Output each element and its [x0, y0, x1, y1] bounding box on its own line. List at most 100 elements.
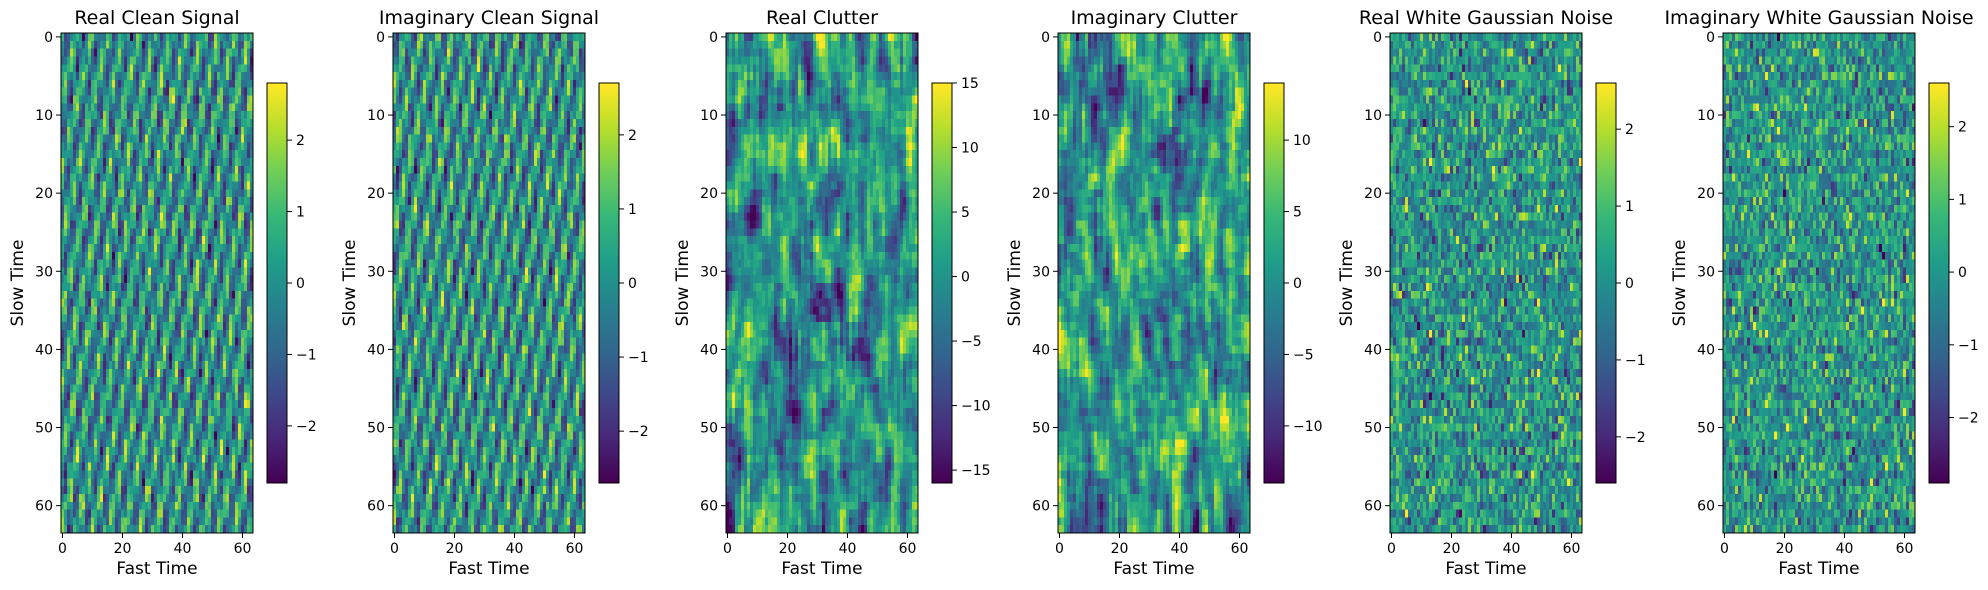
heatmap-cell	[142, 291, 145, 299]
heatmap-cell	[151, 471, 154, 479]
heatmap-cell	[238, 439, 241, 447]
heatmap-cell	[432, 72, 435, 80]
heatmap-cell	[507, 88, 510, 96]
heatmap-cell	[64, 478, 67, 486]
heatmap-cell	[139, 119, 142, 127]
heatmap-cell	[157, 33, 160, 41]
heatmap-cell	[118, 166, 121, 174]
colorbar-segment	[267, 331, 287, 335]
heatmap-cell	[166, 322, 169, 330]
heatmap-cell	[160, 338, 163, 346]
heatmap-cell	[64, 431, 67, 439]
heatmap-cell	[223, 166, 226, 174]
heatmap-cell	[564, 96, 567, 104]
heatmap-cell	[552, 111, 555, 119]
heatmap-cell	[70, 181, 73, 189]
heatmap-cell	[169, 142, 172, 150]
heatmap-cell	[229, 88, 232, 96]
heatmap-cell	[214, 221, 217, 229]
heatmap-cell	[220, 455, 223, 463]
heatmap-cell	[73, 260, 76, 268]
heatmap-cell	[411, 72, 414, 80]
heatmap-cell	[202, 166, 205, 174]
heatmap-cell	[94, 49, 97, 57]
heatmap-cell	[166, 439, 169, 447]
heatmap-cell	[142, 111, 145, 119]
heatmap-cell	[106, 228, 109, 236]
heatmap-cell	[546, 103, 549, 111]
heatmap-cell	[178, 197, 181, 205]
heatmap-cell	[187, 49, 190, 57]
heatmap-cell	[73, 41, 76, 49]
heatmap-cell	[82, 260, 85, 268]
heatmap-cell	[70, 213, 73, 221]
heatmap-cell	[112, 221, 115, 229]
heatmap-cell	[196, 471, 199, 479]
heatmap-cell	[480, 56, 483, 64]
heatmap-cell	[438, 72, 441, 80]
heatmap-cell	[504, 49, 507, 57]
heatmap-cell	[244, 369, 247, 377]
heatmap-cell	[154, 502, 157, 510]
heatmap-cell	[169, 494, 172, 502]
heatmap-cell	[70, 142, 73, 150]
heatmap-cell	[70, 72, 73, 80]
heatmap-cell	[70, 49, 73, 57]
heatmap-cell	[420, 119, 423, 127]
heatmap-cell	[444, 111, 447, 119]
heatmap-cell	[136, 150, 139, 158]
heatmap-cell	[217, 377, 220, 385]
heatmap-cell	[142, 181, 145, 189]
heatmap-cell	[145, 431, 148, 439]
heatmap-cell	[208, 221, 211, 229]
heatmap-cell	[223, 439, 226, 447]
heatmap-cell	[223, 283, 226, 291]
heatmap-cell	[190, 56, 193, 64]
heatmap-cell	[109, 299, 112, 307]
heatmap-cell	[130, 502, 133, 510]
heatmap-cell	[136, 142, 139, 150]
heatmap-cell	[247, 408, 250, 416]
heatmap-cell	[97, 88, 100, 96]
heatmap-cell	[199, 72, 202, 80]
heatmap-cell	[163, 353, 166, 361]
heatmap-cell	[79, 174, 82, 182]
heatmap-cell	[67, 478, 70, 486]
heatmap-cell	[67, 80, 70, 88]
heatmap-cell	[558, 72, 561, 80]
heatmap-cell	[232, 361, 235, 369]
heatmap-cell	[193, 494, 196, 502]
heatmap-cell	[417, 41, 420, 49]
heatmap-cell	[205, 135, 208, 143]
colorbar-segment	[267, 295, 287, 299]
heatmap-cell	[73, 408, 76, 416]
heatmap-cell	[82, 306, 85, 314]
heatmap-cell	[88, 400, 91, 408]
heatmap-cell	[196, 385, 199, 393]
heatmap-cell	[465, 119, 468, 127]
heatmap-cell	[82, 189, 85, 197]
heatmap-cell	[244, 127, 247, 135]
heatmap-cell	[106, 525, 109, 533]
heatmap-cell	[82, 56, 85, 64]
heatmap-cell	[471, 33, 474, 41]
heatmap-cell	[178, 236, 181, 244]
heatmap-cell	[507, 33, 510, 41]
heatmap-cell	[396, 72, 399, 80]
heatmap-cell	[232, 486, 235, 494]
heatmap-cell	[127, 213, 130, 221]
heatmap-cell	[103, 502, 106, 510]
heatmap-cell	[136, 158, 139, 166]
heatmap-cell	[142, 392, 145, 400]
heatmap-cell	[154, 197, 157, 205]
heatmap-cell	[64, 135, 67, 143]
heatmap-cell	[103, 244, 106, 252]
heatmap-cell	[115, 494, 118, 502]
heatmap-cell	[205, 447, 208, 455]
heatmap-cell	[435, 56, 438, 64]
heatmap-cell	[106, 408, 109, 416]
heatmap-cell	[124, 166, 127, 174]
heatmap-cell	[184, 346, 187, 354]
heatmap-cell	[504, 33, 507, 41]
heatmap-cell	[139, 338, 142, 346]
